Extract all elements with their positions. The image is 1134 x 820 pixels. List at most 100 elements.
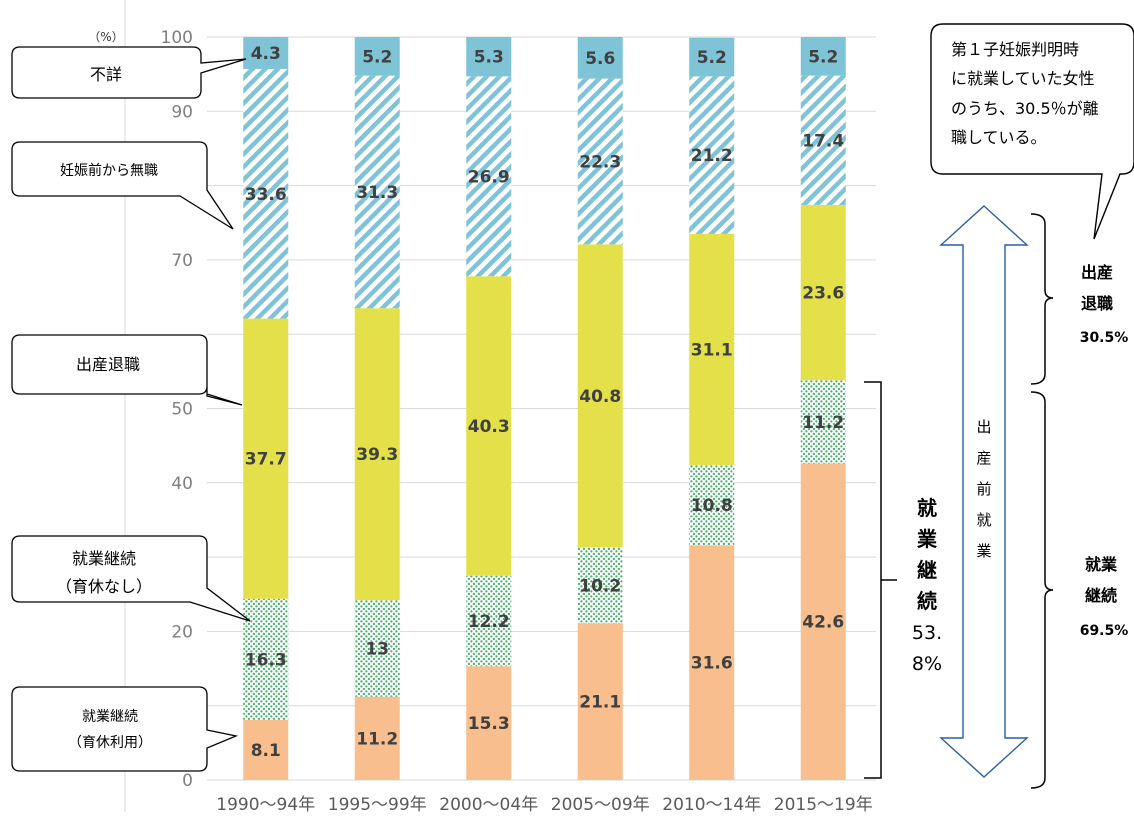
data-label: 40.3	[468, 417, 510, 437]
bar-segment	[466, 276, 512, 576]
data-label: 10.2	[579, 576, 621, 596]
bar-segment	[354, 696, 400, 780]
data-label: 11.2	[802, 413, 844, 433]
taishoku-right-line3: 30.5%	[1080, 330, 1129, 346]
y-tick-label: 0	[182, 771, 193, 791]
label-keizoku-right: 就業 継続 69.5%	[1080, 555, 1129, 639]
bar-segment	[800, 37, 846, 76]
bar-segment	[800, 204, 846, 381]
data-label: 11.2	[356, 729, 398, 749]
callout-mushoku-text: 妊娠前から無職	[60, 162, 158, 179]
data-label: 13	[365, 639, 389, 659]
bar-segment	[466, 575, 512, 667]
callout-keizoku-nashi-line2: （育休なし）	[56, 577, 152, 596]
callout-keizoku-nashi-line1: 就業継続	[72, 549, 136, 568]
data-label: 21.1	[579, 693, 621, 713]
data-label: 8.1	[251, 741, 281, 761]
x-axis-category-labels: 1990〜94年 1995〜99年 2000〜04年 2005〜09年 2010〜14年…	[216, 795, 872, 815]
arrow-char-3: 前	[976, 480, 991, 498]
arrow-char-5: 業	[976, 542, 991, 560]
bar-segment	[689, 233, 735, 465]
double-arrow-pre-birth-employment	[939, 205, 1029, 778]
bar-segment	[689, 545, 735, 780]
y-tick-label: 70	[171, 251, 193, 271]
data-label: 31.3	[356, 183, 398, 203]
data-label: 22.3	[579, 152, 621, 172]
callout-taishoku-text: 出産退職	[76, 355, 140, 374]
data-label: 5.3	[474, 48, 504, 68]
brace-keizoku	[1030, 391, 1054, 789]
bar-segment	[354, 37, 400, 76]
data-label: 42.6	[802, 613, 844, 633]
bar-segment	[577, 78, 623, 245]
taishoku-right-line1: 出産	[1081, 263, 1113, 282]
data-label: 5.2	[808, 47, 838, 67]
bar-segment	[243, 598, 289, 720]
bar-segment	[354, 308, 400, 601]
continue-total-char-5: 53.	[912, 622, 942, 644]
bar-segment	[243, 719, 289, 780]
x-category-label: 2015〜19年	[774, 795, 873, 815]
bar-segment	[800, 380, 846, 464]
data-labels: 8.1 16.3 37.7 33.6 4.3 11.2 13 39.3 31.3 5.2 15.3 1…	[245, 44, 845, 761]
bar-segment	[243, 318, 289, 599]
callout-fusho-text: 不詳	[90, 65, 122, 84]
bar-segment	[354, 600, 400, 697]
callout-top-right-line4: 職している。	[951, 128, 1047, 147]
bar-segment	[466, 37, 512, 77]
callout-keizoku-riyou-line1: 就業継続	[82, 708, 138, 725]
arrow-label: 出 産 前 就 業	[976, 418, 991, 560]
data-label: 12.2	[468, 612, 510, 632]
data-label: 10.8	[691, 496, 733, 516]
data-label: 15.3	[468, 714, 510, 734]
data-label: 31.6	[691, 654, 733, 674]
y-tick-label: 90	[171, 102, 193, 122]
continue-total-char-1: 就	[917, 496, 937, 520]
callout-keizoku-nashi: 就業継続 （育休なし）	[11, 535, 251, 622]
y-tick-label: 40	[171, 474, 193, 494]
data-label: 16.3	[245, 650, 287, 670]
callout-top-right-line3: のうち、30.5％が離	[951, 99, 1099, 118]
callout-top-right-line2: に就業していた女性	[951, 69, 1095, 88]
y-tick-label: 100	[161, 28, 193, 48]
callout-mushoku: 妊娠前から無職	[11, 141, 234, 230]
y-tick-label: 50	[171, 400, 193, 420]
bar-segment	[577, 547, 623, 624]
bar-segment	[800, 463, 846, 780]
continue-total-char-4: 続	[917, 589, 937, 613]
data-label: 4.3	[251, 44, 281, 64]
bar-segment	[800, 75, 846, 205]
bar-segment	[689, 76, 735, 234]
keizoku-right-line3: 69.5%	[1080, 623, 1129, 639]
data-label: 40.8	[579, 387, 621, 407]
x-category-label: 1995〜99年	[328, 795, 427, 815]
bar-segment	[577, 37, 623, 79]
data-label: 39.3	[356, 445, 398, 465]
callout-keizoku-riyou: 就業継続 （育休利用）	[11, 686, 239, 772]
y-axis-unit-label: （%）	[88, 30, 123, 44]
bar-segment	[466, 76, 512, 277]
data-label: 37.7	[245, 450, 287, 470]
arrow-char-4: 就	[976, 511, 991, 529]
gridlines	[207, 36, 876, 781]
bracket-continue-total	[864, 381, 897, 779]
data-label: 5.6	[585, 49, 615, 69]
y-axis-ticks: 0 20 40 50 70 90 100	[161, 28, 193, 791]
data-label: 21.2	[691, 146, 733, 166]
data-label: 26.9	[468, 167, 510, 187]
bar-segment	[577, 623, 623, 780]
keizoku-right-line1: 就業	[1085, 555, 1118, 574]
label-continue-total: 就 業 継 続 53. 8%	[912, 496, 942, 675]
continue-total-char-6: 8%	[912, 653, 942, 675]
x-category-label: 2000〜04年	[439, 795, 538, 815]
x-category-label: 2005〜09年	[551, 795, 650, 815]
callout-top-right-line1: 第１子妊娠判明時	[951, 40, 1079, 59]
y-tick-label: 20	[171, 622, 193, 642]
bar-segment	[689, 37, 735, 77]
data-label: 31.1	[691, 340, 733, 360]
data-label: 5.2	[697, 48, 727, 68]
taishoku-right-line2: 退職	[1081, 294, 1113, 313]
data-label: 23.6	[802, 284, 844, 304]
x-category-label: 2010〜14年	[662, 795, 761, 815]
